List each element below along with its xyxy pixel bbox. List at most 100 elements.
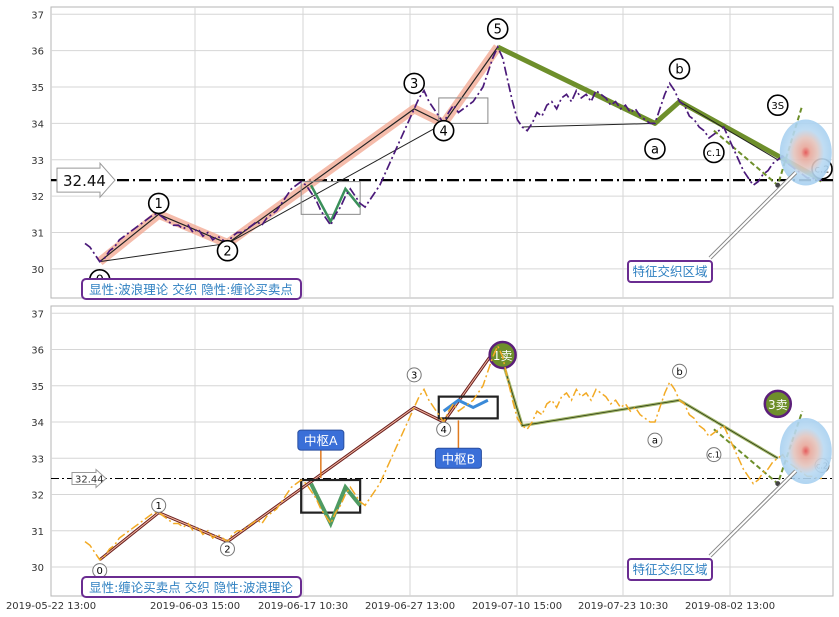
price-series-line	[84, 344, 823, 561]
signal-marker	[763, 389, 793, 419]
wave-label-marker	[644, 138, 666, 160]
wave-label-marker	[219, 541, 235, 557]
wave-label: 0	[97, 566, 103, 577]
zhongshu-box	[437, 395, 499, 420]
y-tick-label: 37	[31, 309, 44, 320]
wave-label: 4	[440, 124, 448, 139]
wave-label-marker	[706, 447, 722, 463]
price-tag-arrow	[56, 161, 116, 199]
y-tick-label: 34	[31, 418, 44, 429]
wave-label-marker	[216, 239, 239, 262]
wave-channel-line	[679, 101, 779, 161]
y-tick-label: 35	[31, 382, 44, 393]
corrective-wave-line	[496, 44, 824, 183]
y-tick-label: 31	[31, 229, 44, 240]
wave-label-marker	[432, 119, 455, 142]
wave-label: 1	[156, 501, 162, 512]
signal-marker-label: 3卖	[768, 398, 788, 412]
zone-label-box	[627, 260, 713, 283]
impulse-wave-line	[99, 46, 499, 263]
y-tick-label: 31	[31, 527, 44, 538]
zone-pointer-inner	[709, 171, 797, 259]
y-tick-label: 33	[31, 156, 44, 167]
x-tick-label: 2019-07-23 10:30	[578, 601, 668, 612]
bottom-caption-text: 显性:缠论买卖点 交织 隐性:波浪理论	[89, 580, 293, 595]
wave-label-marker	[436, 421, 452, 437]
wave-label: b	[675, 63, 683, 78]
wave-channel-line	[99, 242, 228, 263]
wave-label: a	[651, 143, 659, 158]
zone-pointer-inner	[709, 470, 797, 557]
zone-label: 特征交织区域	[632, 264, 707, 279]
wave-label: 3S	[771, 101, 784, 112]
zhongshu-stroke	[309, 184, 362, 225]
price-tag-label: 32.44	[63, 172, 106, 190]
bottom-panel-y-ticks: 30 31 32 33 34 35 36 37	[31, 309, 44, 574]
wave-label: 2	[223, 244, 231, 259]
impulse-wave-highlight	[96, 44, 502, 266]
bottom-caption: 显性:缠论买卖点 交织 隐性:波浪理论	[81, 576, 302, 598]
y-tick-label: 35	[31, 83, 44, 94]
wave-label-marker	[151, 497, 167, 513]
wave-label-marker	[403, 72, 425, 95]
corrective-wave-line	[496, 345, 779, 460]
zhongshu-stroke	[309, 482, 362, 529]
x-tick-label: 2019-08-02 13:00	[685, 601, 775, 612]
top-caption: 显性:波浪理论 交织 隐性:缠论买卖点	[81, 278, 302, 300]
bottom-price-line: 32.44	[51, 468, 833, 489]
x-tick-label: 2019-06-27 13:00	[365, 601, 455, 612]
y-tick-label: 34	[31, 119, 44, 130]
wave-label: c.1	[708, 451, 720, 460]
wave-label-marker	[486, 18, 509, 40]
zhongshu-callout-label: 中枢A	[304, 433, 338, 448]
zhongshu-box	[438, 97, 489, 124]
x-tick-label: 2019-06-17 10:30	[258, 601, 348, 612]
y-tick-label: 33	[31, 454, 44, 465]
interweave-zone-highlight	[779, 418, 832, 484]
wave-label-marker	[766, 94, 789, 117]
wave-label: 4	[440, 425, 446, 436]
top-price-series	[84, 44, 823, 263]
x-tick-label: 2019-05-22 13:00	[6, 601, 96, 612]
y-tick-label: 36	[31, 47, 44, 58]
wave-channel-line	[227, 122, 444, 244]
wave-label-marker	[668, 58, 691, 80]
y-tick-label: 36	[31, 346, 44, 357]
price-series-line	[84, 44, 823, 263]
wave-label: 1	[155, 197, 163, 212]
x-tick-label: 2019-07-10 15:00	[472, 601, 562, 612]
wave-label: 3	[410, 77, 418, 92]
top-caption-text: 显性:波浪理论 交织 隐性:缠论买卖点	[89, 282, 293, 297]
top-panel-grid	[51, 7, 833, 298]
zhongshu-box	[300, 478, 362, 514]
wave-label: 3	[411, 370, 417, 381]
x-tick-label: 2019-06-03 15:00	[150, 601, 240, 612]
top-price-line: 32.44	[51, 161, 833, 199]
wave-label: 5	[494, 23, 502, 38]
x-axis-ticks: 2019-05-22 13:00 2019-06-03 15:00 2019-06-…	[6, 601, 775, 612]
wave-label-marker	[647, 432, 663, 448]
wave-label: c.1	[706, 148, 721, 159]
zhongshu-box	[300, 181, 361, 215]
zone-label: 特征交织区域	[632, 562, 707, 577]
wave-label-marker	[703, 141, 725, 164]
y-tick-label: 32	[31, 491, 44, 502]
zhongshu-callout-label: 中枢B	[442, 451, 476, 466]
zone-label-box	[627, 558, 713, 581]
zhongshu-stroke	[442, 398, 489, 413]
wave-label: b	[676, 367, 682, 378]
y-tick-label: 32	[31, 192, 44, 203]
corrective-wave-edge	[497, 345, 778, 459]
bottom-interweave-zone: 特征交织区域	[627, 418, 832, 581]
y-tick-label: 30	[31, 265, 44, 276]
price-tag-arrow	[71, 468, 107, 489]
wave-label: 2	[224, 544, 230, 555]
y-tick-label: 30	[31, 563, 44, 574]
bottom-panel-frame	[50, 305, 834, 597]
wave-label: a	[652, 436, 658, 447]
price-tag-label: 32.44	[75, 475, 104, 486]
wave-label-marker	[672, 363, 688, 379]
y-tick-label: 37	[31, 10, 44, 21]
